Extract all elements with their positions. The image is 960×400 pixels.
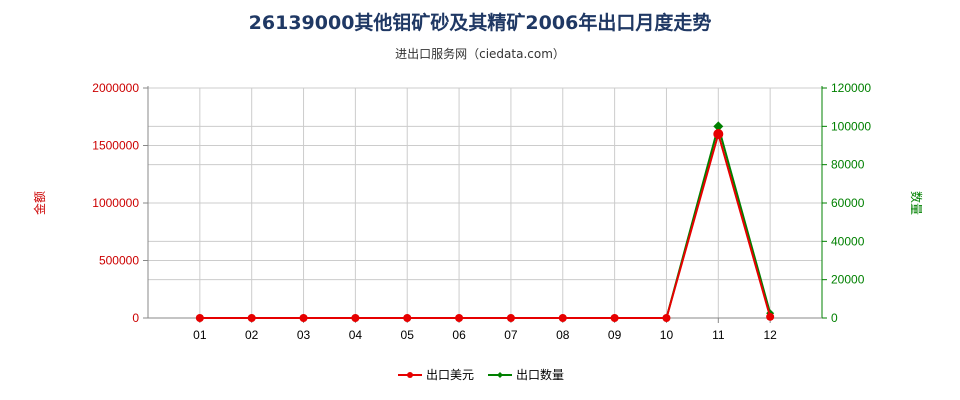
- left-tick-label: 500000: [99, 254, 139, 268]
- data-point: [351, 314, 360, 322]
- data-point: [713, 129, 724, 139]
- right-tick-label: 40000: [831, 234, 865, 248]
- data-point: [403, 314, 412, 322]
- chart-subtitle: 进出口服务网（ciedata.com）: [395, 47, 565, 61]
- data-point: [610, 314, 619, 322]
- grid: [148, 87, 823, 318]
- data-point: [506, 314, 515, 322]
- x-tick-label: 12: [763, 328, 777, 342]
- x-tick-label: 01: [193, 328, 207, 342]
- series-line: [199, 130, 772, 319]
- left-tick-label: 1500000: [92, 139, 139, 153]
- x-tick-label: 02: [245, 328, 259, 342]
- x-tick-label: 03: [297, 328, 311, 342]
- axes: 0 500000 1000000 1500000 2000000 0 20000 40000 6…: [92, 81, 871, 342]
- legend: 出口美元 出口数量: [398, 367, 564, 382]
- data-point: [195, 314, 204, 322]
- series-layer: [195, 121, 775, 322]
- data-point: [558, 314, 567, 322]
- data-point: [247, 314, 256, 322]
- right-axis-title: 数量: [909, 191, 924, 215]
- legend-swatch-marker: [497, 372, 503, 378]
- data-point: [766, 312, 775, 321]
- x-tick-label: 10: [660, 328, 674, 342]
- left-tick-label: 0: [132, 311, 139, 325]
- legend-swatch-marker: [407, 372, 413, 378]
- data-point: [662, 314, 671, 322]
- x-tick-label: 04: [349, 328, 363, 342]
- left-tick-label: 2000000: [92, 81, 139, 95]
- data-point: [299, 314, 308, 322]
- x-tick-label: 11: [712, 328, 725, 342]
- x-tick-label: 07: [504, 328, 518, 342]
- left-axis-title: 金额: [32, 191, 47, 215]
- series-line: [199, 122, 772, 319]
- legend-label: 出口美元: [426, 368, 474, 382]
- right-tick-label: 20000: [831, 273, 865, 287]
- x-tick-label: 09: [608, 328, 622, 342]
- right-tick-label: 120000: [831, 81, 871, 95]
- data-point: [455, 314, 464, 322]
- legend-label: 出口数量: [516, 367, 564, 382]
- data-point: [713, 121, 724, 132]
- right-tick-label: 60000: [831, 196, 865, 210]
- x-tick-label: 08: [556, 328, 570, 342]
- right-tick-label: 80000: [831, 158, 865, 172]
- x-tick-label: 05: [401, 328, 415, 342]
- left-tick-label: 1000000: [92, 196, 139, 210]
- x-tick-label: 06: [452, 328, 466, 342]
- chart-title: 26139000其他钼矿砂及其精矿2006年出口月度走势: [248, 12, 712, 34]
- right-tick-label: 100000: [831, 119, 871, 133]
- right-tick-label: 0: [831, 311, 838, 325]
